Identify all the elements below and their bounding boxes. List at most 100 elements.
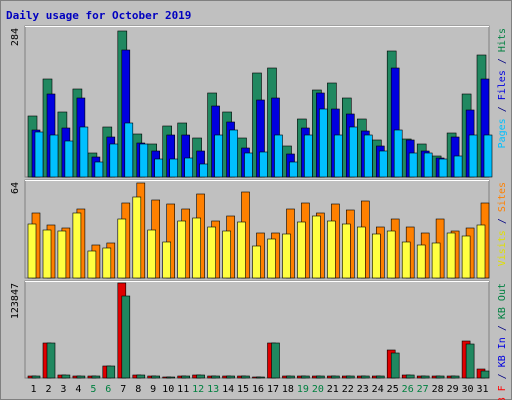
x-tick-label-day-21: 21 xyxy=(327,384,339,395)
bar-pages-day-11 xyxy=(184,157,193,178)
x-tick-label-day-10: 10 xyxy=(162,384,174,395)
bar-kb-out-day-1 xyxy=(31,375,41,379)
bar-kb-out-day-31 xyxy=(480,370,490,379)
bar-kb-out-day-16 xyxy=(256,376,265,379)
bar-kb-out-day-23 xyxy=(360,375,370,379)
x-tick-label-day-3: 3 xyxy=(60,384,66,395)
bar-kb-out-day-18 xyxy=(286,375,295,379)
bar-visits-day-30 xyxy=(461,235,471,279)
x-tick-label-day-6: 6 xyxy=(105,384,111,395)
ymax-label: 284 xyxy=(10,28,21,46)
x-tick-label-day-12: 12 xyxy=(192,384,204,395)
bar-pages-day-15 xyxy=(244,152,253,178)
bar-visits-day-8 xyxy=(132,196,142,279)
x-tick-label-day-31: 31 xyxy=(476,384,488,395)
bar-pages-day-24 xyxy=(378,150,388,178)
x-tick-label-day-4: 4 xyxy=(75,384,81,395)
bar-pages-day-16 xyxy=(259,151,268,178)
bar-kb-out-day-17 xyxy=(271,342,280,379)
bar-pages-day-18 xyxy=(289,161,298,178)
bar-visits-day-7 xyxy=(117,218,127,279)
bar-pages-day-27 xyxy=(423,152,433,178)
bar-kb-out-day-5 xyxy=(91,375,101,379)
bar-visits-day-31 xyxy=(476,224,486,279)
bar-visits-day-28 xyxy=(431,242,441,279)
bar-pages-day-10 xyxy=(169,158,178,178)
bar-kb-out-day-7 xyxy=(121,295,131,379)
x-tick-label-day-19: 19 xyxy=(297,384,309,395)
bar-kb-out-day-27 xyxy=(420,375,430,379)
bar-kb-out-day-22 xyxy=(345,375,355,379)
axis-label-segment: Hits xyxy=(497,28,508,52)
x-tick-label-day-15: 15 xyxy=(237,384,249,395)
bar-pages-day-4 xyxy=(79,126,89,178)
x-tick-label-day-20: 20 xyxy=(312,384,324,395)
x-tick-label-day-8: 8 xyxy=(135,384,141,395)
panel-visits-sites: 64 Visits / Sites xyxy=(10,179,508,279)
bar-visits-day-29 xyxy=(446,232,456,279)
bar-pages-day-26 xyxy=(408,152,418,178)
x-tick-label-day-30: 30 xyxy=(461,384,473,395)
bar-pages-day-1 xyxy=(34,131,44,178)
axis-label-segment: / xyxy=(497,52,508,70)
x-tick-label-day-1: 1 xyxy=(30,384,36,395)
bar-kb-out-day-2 xyxy=(46,342,56,379)
x-tick-label-day-13: 13 xyxy=(207,384,219,395)
bar-pages-day-22 xyxy=(348,126,358,178)
bar-visits-day-15 xyxy=(237,221,246,279)
bar-visits-day-14 xyxy=(222,230,231,279)
axis-label-pages-files-hits: Pages / Files / Hits xyxy=(497,28,508,148)
bar-pages-day-21 xyxy=(334,134,343,178)
chart-title: Daily usage for October 2019 xyxy=(6,9,191,22)
x-tick-label-day-17: 17 xyxy=(267,384,279,395)
x-tick-label-day-27: 27 xyxy=(417,384,429,395)
bar-visits-day-25 xyxy=(386,230,396,279)
bar-visits-day-2 xyxy=(42,229,52,279)
x-tick-label-day-24: 24 xyxy=(372,384,384,395)
bar-kb-out-day-24 xyxy=(375,375,385,379)
bar-kb-out-day-12 xyxy=(196,374,205,379)
axis-label-segment: Pages xyxy=(497,118,508,148)
bar-visits-day-21 xyxy=(327,220,336,279)
bar-visits-day-11 xyxy=(177,220,186,279)
bar-visits-day-20 xyxy=(312,215,321,279)
bar-pages-day-31 xyxy=(483,134,493,178)
bar-visits-day-22 xyxy=(341,223,351,279)
bar-visits-day-3 xyxy=(57,230,67,279)
bar-visits-day-18 xyxy=(282,233,291,279)
bar-kb-out-day-20 xyxy=(316,375,325,379)
bar-kb-out-day-28 xyxy=(435,375,445,379)
bar-pages-day-30 xyxy=(468,134,478,178)
bar-pages-day-23 xyxy=(363,134,373,178)
axis-label-visits-sites: Visits / Sites xyxy=(497,182,508,266)
bar-visits-day-17 xyxy=(267,238,276,279)
bar-kb-out-day-4 xyxy=(76,375,86,379)
bar-pages-day-12 xyxy=(199,163,208,178)
bar-visits-day-5 xyxy=(87,250,97,279)
bar-kb-out-day-15 xyxy=(241,375,250,379)
panel-plot-area xyxy=(24,280,490,379)
x-tick-label-day-9: 9 xyxy=(150,384,156,395)
bar-visits-day-26 xyxy=(401,241,411,279)
bar-visits-day-12 xyxy=(192,217,201,279)
bar-pages-day-8 xyxy=(139,143,149,178)
bar-pages-day-29 xyxy=(453,155,463,178)
x-tick-label-day-26: 26 xyxy=(402,384,414,395)
axis-label-segment: KB Out xyxy=(497,283,508,319)
x-tick-label-day-11: 11 xyxy=(177,384,189,395)
bar-visits-day-1 xyxy=(27,223,37,279)
bar-pages-day-6 xyxy=(109,143,119,178)
x-tick-label-day-25: 25 xyxy=(387,384,399,395)
bar-pages-day-9 xyxy=(154,158,163,178)
bar-kb-out-day-29 xyxy=(450,375,460,379)
bar-pages-day-3 xyxy=(64,140,74,178)
bar-kb-out-day-10 xyxy=(166,376,175,379)
bar-pages-day-7 xyxy=(124,122,134,178)
bar-visits-day-24 xyxy=(371,233,381,279)
bar-pages-day-20 xyxy=(319,108,328,178)
panel-pages-files-hits: 284 Pages / Files / Hits xyxy=(10,25,508,178)
x-tick-label-day-14: 14 xyxy=(222,384,234,395)
x-tick-label-day-22: 22 xyxy=(342,384,354,395)
